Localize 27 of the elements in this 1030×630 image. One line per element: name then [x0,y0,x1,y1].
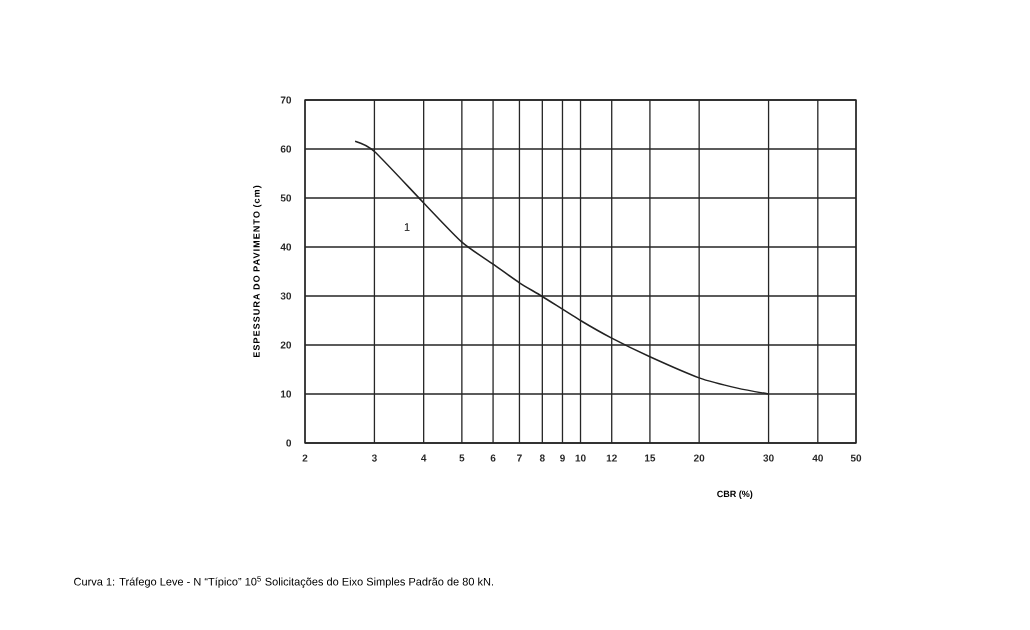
x-tick-label: 50 [850,454,862,462]
x-tick-label: 7 [517,454,522,462]
x-tick-label: 12 [606,454,617,462]
x-tick-label: 10 [575,454,586,462]
y-axis-title: ESPESSURA DO PAVIMENTO (cm) [253,185,262,358]
y-tick-label: 60 [280,145,292,153]
x-tick-label: 8 [539,454,545,462]
x-tick-label: 5 [459,454,465,462]
text: Curva 1: Tráfego Leve - N “Típico” 10$^{5}$ Solicitações do Eixo Simples Padrão de 80 kN. [74,576,494,588]
x-tick-label: 15 [644,454,656,462]
x-tick-label: 30 [763,454,774,462]
x-tick-label: 2 [302,454,308,462]
x-tick-label: 6 [490,454,496,462]
y-tick-label: 20 [280,341,292,349]
y-tick-label: 10 [280,390,292,398]
x-tick-label: 9 [560,454,565,462]
x-tick-label: 20 [693,454,705,462]
y-tick-label: 40 [280,243,292,251]
y-tick-label: 0 [286,439,292,447]
x-tick-label: 3 [371,454,377,462]
x-axis-title: CBR (%) [717,490,753,499]
annotation: 1 [404,223,410,231]
y-tick-label: 30 [280,292,292,300]
y-tick-label: 50 [280,194,292,202]
x-tick-label: 40 [812,454,823,462]
x-tick-label: 4 [421,454,427,462]
y-tick-label: 70 [280,96,292,104]
